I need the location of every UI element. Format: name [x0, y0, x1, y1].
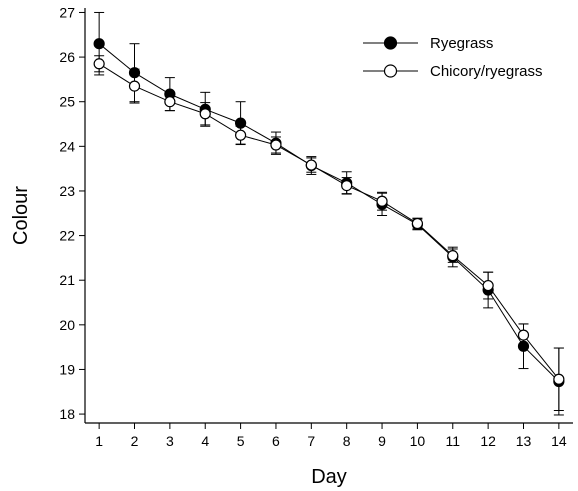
x-tick-label: 5	[237, 433, 245, 449]
y-tick-label: 20	[59, 317, 75, 333]
point-chicory-ryegrass	[305, 159, 317, 171]
x-tick-label: 3	[166, 433, 174, 449]
y-tick-label: 22	[59, 228, 75, 244]
point-ryegrass	[234, 117, 247, 129]
point-chicory-ryegrass	[164, 96, 176, 108]
legend-marker	[383, 36, 398, 50]
legend-label: Ryegrass	[430, 35, 493, 52]
y-tick-label: 25	[59, 94, 75, 110]
x-tick-label: 8	[343, 433, 351, 449]
point-ryegrass	[517, 340, 530, 352]
legend: Ryegrass Chicory/ryegrass	[363, 35, 543, 80]
point-chicory-ryegrass	[341, 180, 353, 192]
point-chicory-ryegrass	[93, 58, 105, 70]
series-line	[98, 43, 560, 382]
x-tick-label: 11	[445, 433, 460, 449]
x-tick-label: 9	[378, 433, 386, 449]
y-tick-label: 27	[59, 4, 75, 20]
x-tick-label: 13	[516, 433, 532, 449]
series-chicory-ryegrass	[94, 55, 564, 412]
point-chicory-ryegrass	[482, 279, 494, 292]
x-tick-label: 12	[480, 433, 496, 449]
legend-label: Chicory/ryegrass	[430, 63, 543, 80]
point-chicory-ryegrass	[517, 329, 530, 341]
series-line	[98, 63, 560, 380]
point-chicory-ryegrass	[128, 80, 141, 92]
point-chicory-ryegrass	[411, 217, 424, 230]
x-axis-title: Day	[311, 466, 347, 488]
point-chicory-ryegrass	[376, 195, 388, 207]
x-tick-label: 1	[95, 433, 103, 449]
y-tick-label: 26	[59, 49, 75, 65]
y-tick-label: 18	[59, 406, 75, 422]
y-tick-label: 24	[59, 138, 75, 154]
point-ryegrass	[93, 38, 105, 50]
x-tick-label: 10	[410, 433, 426, 449]
x-tick-label: 4	[201, 433, 209, 449]
point-chicory-ryegrass	[199, 108, 211, 120]
point-chicory-ryegrass	[234, 129, 247, 141]
point-chicory-ryegrass	[270, 139, 282, 151]
point-chicory-ryegrass	[553, 373, 565, 385]
series-layer	[93, 11, 565, 416]
x-tick-label: 14	[551, 433, 567, 449]
y-tick-label: 23	[59, 183, 75, 199]
x-tick-label: 2	[131, 433, 139, 449]
point-ryegrass	[128, 67, 141, 79]
x-tick-label: 7	[307, 433, 315, 449]
point-chicory-ryegrass	[447, 250, 459, 262]
x-tick-label: 6	[272, 433, 280, 449]
legend-marker	[383, 64, 398, 78]
y-tick-label: 21	[59, 272, 75, 288]
y-axis-title: Colour	[10, 186, 32, 245]
y-tick-label: 19	[59, 361, 75, 377]
